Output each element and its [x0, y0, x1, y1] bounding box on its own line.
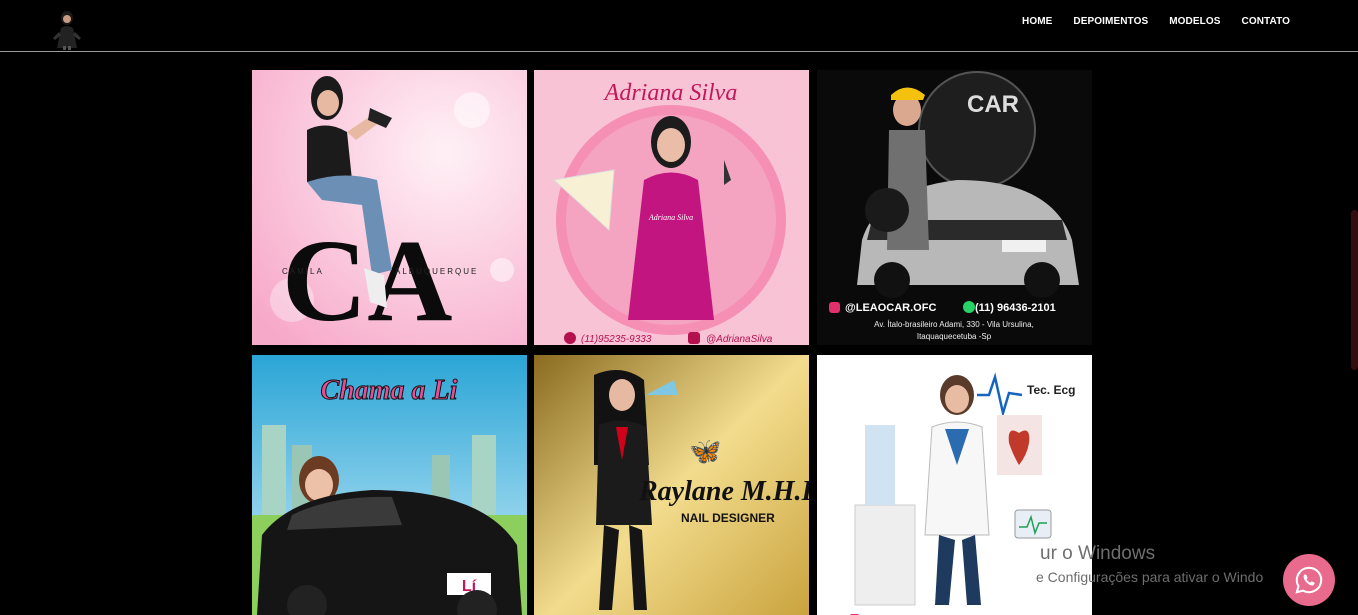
gallery-tile-raylane[interactable]: Raylane M.H.P. NAIL DESIGNER 🦋: [534, 355, 809, 615]
adriana-instagram: @AdrianaSilva: [706, 334, 773, 345]
leaocar-sign-text: CAR: [967, 91, 1019, 118]
nav-home[interactable]: HOME: [1022, 16, 1053, 27]
camila-first-name: CAMILA: [282, 267, 324, 276]
ecg-caricature-image: Tec. Ecg Jane Radiante: [817, 355, 1092, 615]
butterfly-icon: 🦋: [689, 436, 721, 466]
gallery-tile-ecg[interactable]: Tec. Ecg Jane Radiante: [817, 355, 1092, 615]
chama-a-li-title: Chama a Li: [321, 375, 458, 406]
whatsapp-icon: [1295, 566, 1323, 594]
leaocar-phone: (11) 96436-2101: [975, 302, 1056, 314]
adriana-apron-text: Adriana Silva: [648, 213, 693, 222]
leaocar-caricature-image: CAR @LEAOCAR.OFC (11) 96436-2101 Av. Íta…: [817, 70, 1092, 345]
nav-depoimentos[interactable]: DEPOIMENTOS: [1073, 16, 1149, 27]
nav-modelos[interactable]: MODELOS: [1169, 16, 1221, 27]
adriana-phone: (11)95235-9333: [581, 334, 652, 345]
logo-avatar[interactable]: [49, 8, 85, 50]
gallery-tile-camila[interactable]: CA CAMILA ALBUQUERQUE: [252, 70, 527, 345]
gallery-tile-leaocar[interactable]: CAR @LEAOCAR.OFC (11) 96436-2101 Av. Íta…: [817, 70, 1092, 345]
adriana-title: Adriana Silva: [603, 80, 738, 106]
gallery-tile-adriana[interactable]: Adriana Silva Adriana Silva (11)95235-93…: [534, 70, 809, 345]
raylane-name: Raylane M.H.P.: [638, 476, 809, 507]
scrollbar[interactable]: [1351, 210, 1358, 370]
leaocar-address-line2: Itaquaquecetuba -Sp: [917, 332, 992, 341]
camila-last-name: ALBUQUERQUE: [395, 267, 478, 276]
raylane-subtitle: NAIL DESIGNER: [681, 511, 775, 525]
whatsapp-float-button[interactable]: [1283, 554, 1335, 606]
leaocar-instagram: @LEAOCAR.OFC: [845, 302, 936, 314]
ecg-title: Tec. Ecg: [1027, 383, 1075, 397]
leaocar-address-line1: Av. Ítalo-brasileiro Adami, 330 - Vila U…: [874, 320, 1034, 329]
watermark-line1: ur o Windows: [1040, 543, 1156, 564]
navbar: HOME DEPOIMENTOS MODELOS CONTATO: [0, 0, 1358, 52]
main-nav: HOME DEPOIMENTOS MODELOS CONTATO: [1022, 16, 1290, 27]
windows-activation-watermark: ur o Windows e Configurações para ativar…: [1036, 543, 1263, 585]
raylane-caricature-image: Raylane M.H.P. NAIL DESIGNER 🦋: [534, 355, 809, 615]
chama-a-li-caricature-image: Chama a Li Lí: [252, 355, 527, 615]
nav-contato[interactable]: CONTATO: [1241, 16, 1290, 27]
gallery-tile-chama-a-li[interactable]: Chama a Li Lí: [252, 355, 527, 615]
watermark-line2: e Configurações para ativar o Windo: [1036, 569, 1264, 585]
adriana-caricature-image: Adriana Silva Adriana Silva (11)95235-93…: [534, 70, 809, 345]
camila-caricature-image: CA CAMILA ALBUQUERQUE: [252, 70, 527, 345]
